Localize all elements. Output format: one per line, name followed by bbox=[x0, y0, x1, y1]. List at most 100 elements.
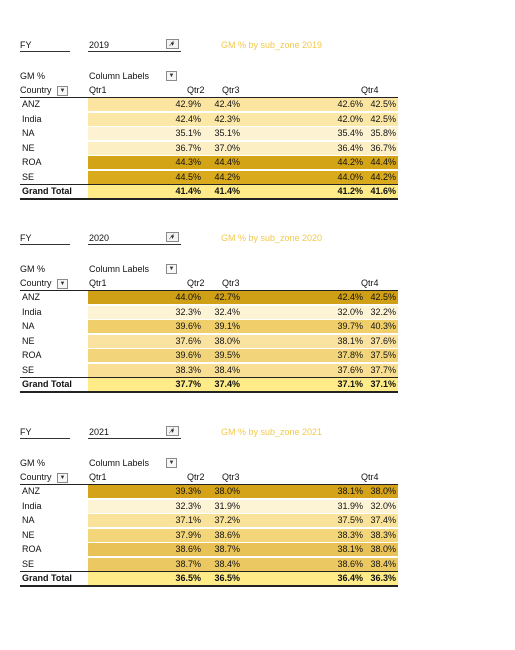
value-cell: 37.6% bbox=[365, 334, 398, 348]
metric-label: GM % bbox=[20, 458, 46, 468]
value-cell: 39.6% bbox=[88, 349, 203, 362]
value-cell: 42.4% bbox=[88, 112, 203, 126]
table-row: ROA 44.3% 44.4% 44.2% 44.4% bbox=[20, 156, 398, 169]
value-cell: 44.0% bbox=[88, 291, 203, 304]
filter-dropdown-button[interactable]: ▾̸ bbox=[166, 39, 179, 49]
value-cell: 37.8% bbox=[242, 349, 365, 362]
country-dropdown[interactable]: ▼ bbox=[57, 473, 68, 483]
value-cell: 36.4% bbox=[242, 141, 365, 155]
value-cell: 42.9% bbox=[88, 98, 203, 111]
value-cell: 38.1% bbox=[242, 485, 365, 498]
chevron-down-icon: ▼ bbox=[59, 281, 66, 287]
country-dropdown[interactable]: ▼ bbox=[57, 86, 68, 96]
grand-total-row: Grand Total 36.5% 36.5% 36.4% 36.3% bbox=[20, 572, 398, 585]
table-row: India 32.3% 31.9% 31.9% 32.0% bbox=[20, 499, 398, 513]
value-cell: 37.0% bbox=[203, 141, 242, 155]
country-name: SE bbox=[22, 171, 35, 182]
chart-title: GM % by sub_zone 2021 bbox=[221, 427, 323, 437]
column-labels-dropdown[interactable]: ▼ bbox=[166, 71, 177, 81]
value-cell: 42.3% bbox=[203, 112, 242, 126]
country-name: India bbox=[22, 306, 42, 317]
value-cell: 38.3% bbox=[88, 363, 203, 377]
table-row: ANZ 42.9% 42.4% 42.6% 42.5% bbox=[20, 98, 398, 111]
total-bottom-divider bbox=[20, 198, 398, 200]
total-cell: 37.1% bbox=[365, 378, 398, 391]
total-cell: 41.6% bbox=[365, 185, 398, 198]
fy-value-underline bbox=[88, 244, 181, 245]
value-cell: 42.0% bbox=[242, 112, 365, 126]
table-row: SE 38.7% 38.4% 38.6% 38.4% bbox=[20, 557, 398, 571]
country-dropdown[interactable]: ▼ bbox=[57, 279, 68, 289]
filter-dropdown-button[interactable]: ▾̸ bbox=[166, 426, 179, 436]
value-cell: 44.5% bbox=[88, 170, 203, 184]
metric-label: GM % bbox=[20, 264, 46, 274]
value-cell: 38.4% bbox=[203, 363, 242, 377]
column-labels-dropdown[interactable]: ▼ bbox=[166, 264, 177, 274]
total-top-divider bbox=[20, 377, 398, 378]
value-cell: 35.1% bbox=[88, 127, 203, 140]
value-cell: 35.8% bbox=[365, 127, 398, 140]
value-cell: 31.9% bbox=[203, 499, 242, 513]
chevron-down-icon: ▼ bbox=[168, 73, 175, 79]
table-row: NE 36.7% 37.0% 36.4% 36.7% bbox=[20, 141, 398, 155]
value-cell: 44.0% bbox=[242, 170, 365, 184]
quarter-header: Qtr4 bbox=[361, 85, 379, 95]
header-divider bbox=[20, 290, 398, 291]
quarter-header: Qtr4 bbox=[361, 472, 379, 482]
value-cell: 38.0% bbox=[203, 485, 242, 498]
quarter-header: Qtr3 bbox=[222, 472, 240, 482]
value-cell: 42.5% bbox=[365, 291, 398, 304]
column-labels-header: Column Labels bbox=[89, 71, 150, 81]
grand-total-label: Grand Total bbox=[22, 186, 72, 196]
value-cell: 42.4% bbox=[203, 98, 242, 111]
fy-label-underline bbox=[20, 244, 70, 245]
table-row: India 42.4% 42.3% 42.0% 42.5% bbox=[20, 112, 398, 126]
column-labels-header: Column Labels bbox=[89, 458, 150, 468]
quarter-header: Qtr2 bbox=[187, 472, 205, 482]
quarter-header: Qtr4 bbox=[361, 278, 379, 288]
value-cell: 38.4% bbox=[203, 557, 242, 571]
value-cell: 42.4% bbox=[242, 291, 365, 304]
total-top-divider bbox=[20, 184, 398, 185]
metric-label: GM % bbox=[20, 71, 46, 81]
value-cell: 38.3% bbox=[242, 528, 365, 542]
fy-value-underline bbox=[88, 51, 181, 52]
country-name: ROA bbox=[22, 544, 42, 554]
country-name: ROA bbox=[22, 157, 42, 167]
total-bottom-divider bbox=[20, 391, 398, 393]
table-row: NA 35.1% 35.1% 35.4% 35.8% bbox=[20, 127, 398, 140]
total-cell: 36.5% bbox=[203, 572, 242, 585]
table-row: India 32.3% 32.4% 32.0% 32.2% bbox=[20, 305, 398, 319]
country-name: NA bbox=[22, 515, 35, 525]
filter-dropdown-button[interactable]: ▾̸ bbox=[166, 232, 179, 242]
pivot-table-2019: FY 2019 ▾̸ GM % by sub_zone 2019 GM % Column … bbox=[0, 35, 515, 205]
column-labels-dropdown[interactable]: ▼ bbox=[166, 458, 177, 468]
value-cell: 37.1% bbox=[88, 514, 203, 527]
value-cell: 37.5% bbox=[365, 349, 398, 362]
chart-title: GM % by sub_zone 2019 bbox=[221, 40, 323, 50]
country-name: NE bbox=[22, 335, 35, 346]
value-cell: 32.0% bbox=[242, 305, 365, 319]
chevron-down-icon: ▼ bbox=[59, 475, 66, 481]
value-cell: 44.2% bbox=[203, 170, 242, 184]
total-cell: 36.3% bbox=[365, 572, 398, 585]
fy-value: 2019 bbox=[89, 40, 110, 50]
quarter-header: Qtr3 bbox=[222, 85, 240, 95]
value-cell: 37.4% bbox=[365, 514, 398, 527]
chart-title: GM % by sub_zone 2020 bbox=[221, 233, 323, 243]
value-cell: 38.0% bbox=[365, 485, 398, 498]
table-row: NE 37.9% 38.6% 38.3% 38.3% bbox=[20, 528, 398, 542]
value-cell: 39.3% bbox=[88, 485, 203, 498]
table-row: ANZ 39.3% 38.0% 38.1% 38.0% bbox=[20, 485, 398, 498]
table-row: SE 38.3% 38.4% 37.6% 37.7% bbox=[20, 363, 398, 377]
table-row: ANZ 44.0% 42.7% 42.4% 42.5% bbox=[20, 291, 398, 304]
value-cell: 38.1% bbox=[242, 334, 365, 348]
total-cell: 41.4% bbox=[88, 185, 203, 198]
value-cell: 38.3% bbox=[365, 528, 398, 542]
value-cell: 38.0% bbox=[365, 543, 398, 556]
grand-total-row: Grand Total 37.7% 37.4% 37.1% 37.1% bbox=[20, 378, 398, 391]
total-cell: 37.7% bbox=[88, 378, 203, 391]
value-cell: 35.4% bbox=[242, 127, 365, 140]
country-label: Country bbox=[20, 472, 52, 482]
fy-label: FY bbox=[20, 40, 32, 50]
